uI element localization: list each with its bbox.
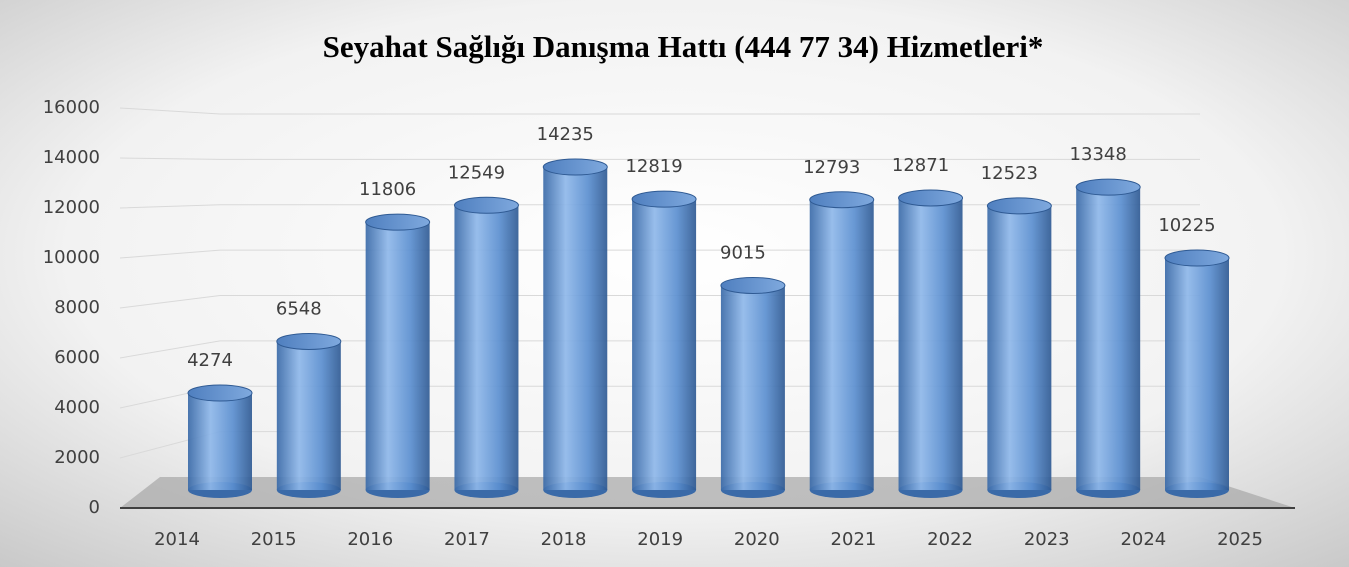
value-label: 12793 — [803, 157, 860, 178]
value-label: 12819 — [625, 156, 682, 177]
bar — [898, 197, 963, 490]
x-tick-label: 2019 — [637, 529, 683, 550]
bar — [1165, 258, 1229, 490]
x-tick-label: 2016 — [347, 529, 393, 550]
x-tick-label: 2020 — [734, 529, 780, 550]
x-tick-label: 2024 — [1120, 529, 1166, 550]
y-tick-label: 16000 — [43, 97, 100, 118]
grid-line — [119, 157, 1200, 160]
value-label: 9015 — [720, 242, 766, 263]
bar-top — [276, 332, 342, 350]
bar-top — [898, 189, 964, 207]
bar-top — [809, 191, 875, 209]
x-tick-label: 2014 — [154, 529, 200, 550]
bar — [543, 167, 608, 490]
bar-top — [720, 276, 786, 294]
bar — [1076, 187, 1141, 491]
bar-top — [1164, 249, 1230, 267]
y-tick-label: 6000 — [54, 347, 100, 368]
y-tick-label: 8000 — [54, 297, 100, 318]
value-label: 10225 — [1158, 215, 1215, 236]
x-tick-label: 2022 — [927, 529, 973, 550]
bar — [454, 205, 519, 490]
bar — [809, 199, 874, 490]
bar — [720, 285, 785, 490]
y-tick-label: 0 — [89, 497, 100, 518]
value-label: 12871 — [892, 155, 949, 176]
bar — [365, 222, 430, 491]
value-label: 6548 — [276, 298, 322, 319]
value-label: 14235 — [537, 124, 594, 145]
y-tick-label: 14000 — [43, 147, 100, 168]
bar-top — [542, 158, 608, 176]
bar-top — [986, 197, 1052, 215]
value-label: 13348 — [1070, 144, 1127, 165]
bar-top — [631, 190, 697, 208]
x-tick-label: 2018 — [541, 529, 587, 550]
y-tick-label: 10000 — [43, 247, 100, 268]
value-label: 12523 — [981, 163, 1038, 184]
y-tick-label: 2000 — [54, 447, 100, 468]
bar-top — [365, 213, 431, 231]
bar-top — [453, 196, 519, 214]
bar-top — [187, 384, 253, 402]
bar — [632, 199, 697, 490]
x-tick-label: 2025 — [1217, 529, 1263, 550]
bar — [188, 393, 252, 490]
value-label: 11806 — [359, 179, 416, 200]
value-label: 4274 — [187, 350, 233, 371]
y-tick-label: 4000 — [54, 397, 100, 418]
chart-title: Seyahat Sağlığı Danışma Hattı (444 77 34… — [323, 29, 1044, 64]
x-tick-label: 2017 — [444, 529, 490, 550]
bar — [276, 341, 341, 490]
x-tick-label: 2021 — [831, 529, 877, 550]
grid-line — [119, 107, 1200, 115]
value-label: 12549 — [448, 162, 505, 183]
bar — [987, 205, 1052, 490]
y-tick-label: 12000 — [43, 197, 100, 218]
x-tick-label: 2023 — [1024, 529, 1070, 550]
bar-top — [1075, 178, 1141, 196]
x-tick-label: 2015 — [251, 529, 297, 550]
